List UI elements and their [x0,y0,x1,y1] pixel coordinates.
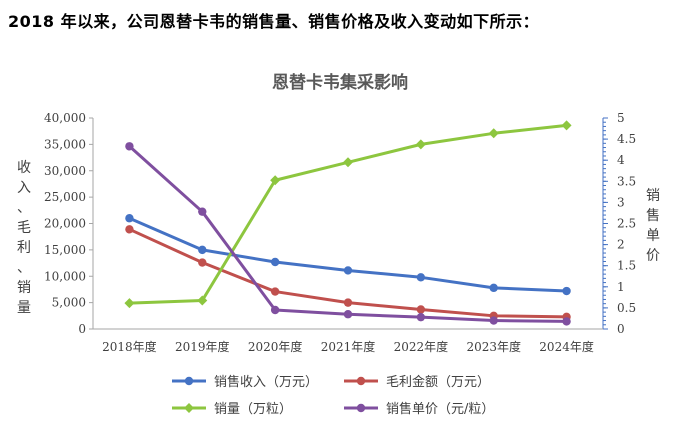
series-2-point-3 [343,157,353,168]
y-right-axis-label-char: 销 [646,188,660,204]
page-heading: 2018 年以来，公司恩替卡韦的销售量、销售价格及收入变动如下所示： [8,12,540,31]
series-3-point-2 [270,305,280,315]
series-1-point-1 [198,258,207,267]
series-line-3 [128,145,567,323]
x-category-label: 2021年度 [321,339,376,354]
series-line-2 [129,123,567,305]
y-left-axis-label-char: 利 [17,240,31,256]
series-2-point-4 [415,139,426,150]
legend-marker-1 [356,376,366,386]
y-left-tick-label: 35,000 [44,137,86,151]
y-right-tick-label: 3.5 [617,174,636,188]
x-category-label: 2020年度 [248,339,303,354]
series-3-point-5 [489,316,498,325]
y-left-axis-label-char: 销 [17,280,31,296]
y-left-axis-label-char: 毛 [17,220,31,236]
series-3-point-1 [198,207,207,216]
legend-marker-0 [184,376,194,386]
y-right-tick-label: 1 [617,280,625,294]
y-right-axis-label-char: 价 [646,248,660,264]
series-3-point-0 [125,142,134,151]
series-0-point-3 [343,266,353,275]
legend-label-3: 销售单价（元/粒） [386,401,494,417]
series-0-point-4 [416,273,426,282]
y-right-tick-label: 4.5 [617,132,636,146]
series-2-point-1 [197,295,208,306]
y-left-tick-label: 10,000 [44,269,86,283]
x-category-label: 2019年度 [175,339,230,354]
y-right-tick-label: 5 [617,111,625,125]
series-0-point-0 [125,214,134,223]
y-right-tick-label: 2 [617,238,625,252]
x-category-label: 2018年度 [102,339,157,354]
x-category-label: 2023年度 [466,339,521,354]
series-0-point-1 [198,245,207,255]
y-right-axis-label-char: 单 [646,228,660,244]
legend-label-2: 销量（万粒） [214,402,292,417]
y-left-tick-label: 20,000 [44,217,86,231]
legend-marker-2 [184,403,194,413]
series-0-point-6 [562,286,571,296]
y-left-axis-label-char: 、 [17,260,31,276]
y-left-tick-label: 0 [78,322,86,336]
series-2-point-5 [488,128,499,139]
y-right-tick-label: 1.5 [617,259,636,273]
y-right-axis-label-char: 售 [646,208,660,224]
series-1-point-0 [125,225,134,234]
x-category-label: 2024年度 [539,339,594,354]
y-left-tick-label: 40,000 [44,111,86,125]
series-3-point-4 [416,312,426,322]
legend-marker-3 [356,403,366,413]
y-left-tick-label: 15,000 [44,243,86,257]
y-left-tick-label: 30,000 [44,164,86,178]
series-1-point-2 [270,287,280,296]
y-right-tick-label: 3 [617,195,625,209]
series-1-point-4 [416,305,426,314]
legend-label-0: 销售收入（万元） [214,374,318,390]
series-2-point-0 [124,298,135,309]
y-left-axis-label-char: 收 [17,160,31,176]
y-left-axis-label-char: 、 [17,200,31,216]
y-left-tick-label: 25,000 [44,190,86,204]
series-3-point-6 [562,317,571,326]
series-2-point-2 [270,175,281,186]
y-right-tick-label: 0.5 [617,301,636,315]
series-0-point-2 [270,257,280,267]
y-left-axis-label-char: 量 [17,300,31,316]
y-left-axis-label-char: 入 [17,180,31,196]
series-0-point-5 [489,283,498,293]
chart-title: 恩替卡韦集采影响 [272,72,408,93]
y-right-tick-label: 0 [617,322,625,336]
series-line-0 [128,216,567,293]
x-category-label: 2022年度 [394,339,449,354]
series-3-point-3 [343,310,353,319]
y-left-tick-label: 5,000 [52,296,86,310]
y-right-tick-label: 4 [617,153,625,167]
series-2-point-6 [561,120,572,131]
y-right-tick-label: 2.5 [617,217,636,231]
series-1-point-3 [343,298,353,307]
legend-label-1: 毛利金额（万元） [386,374,490,390]
